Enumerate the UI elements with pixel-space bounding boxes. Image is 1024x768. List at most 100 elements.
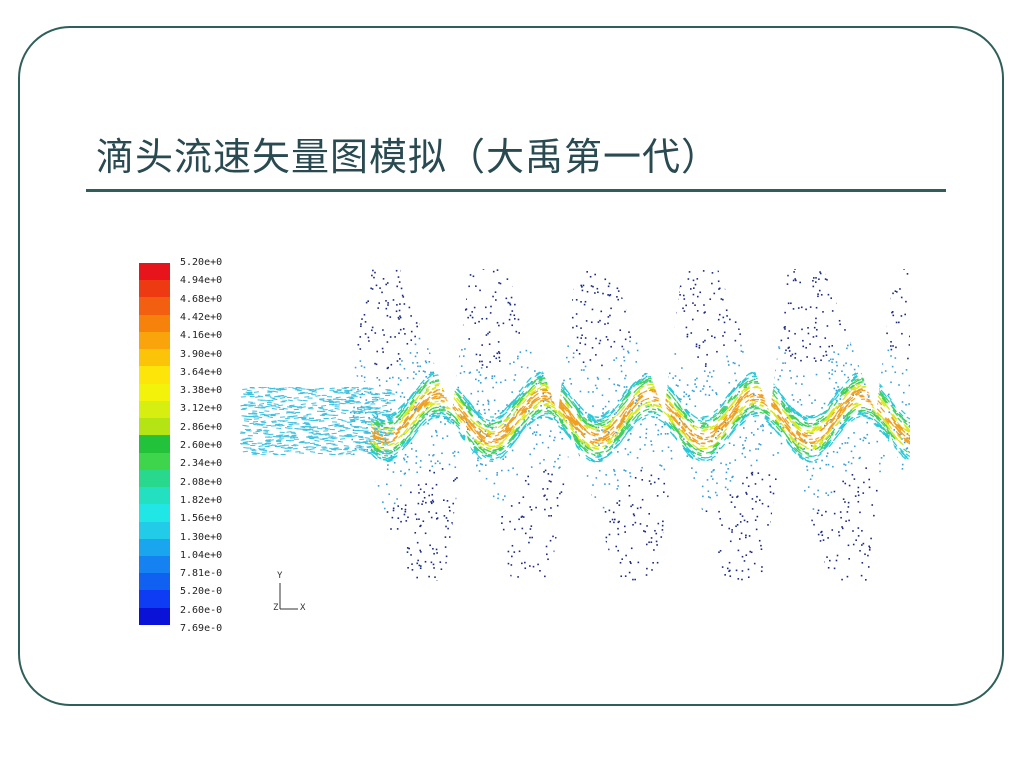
eddy-vector <box>592 391 594 393</box>
inlet-vector <box>264 442 270 445</box>
eddy-vector <box>846 511 849 513</box>
eddy-vector <box>727 468 729 470</box>
eddy-vector <box>683 310 686 312</box>
eddy-vector <box>674 521 677 523</box>
eddy-vector <box>580 327 582 329</box>
core-vector <box>471 423 477 429</box>
eddy-vector <box>458 573 461 576</box>
core-vector <box>588 448 594 452</box>
eddy-vector <box>558 347 560 350</box>
core-vector <box>850 397 856 402</box>
eddy-vector <box>422 382 425 385</box>
eddy-vector <box>370 473 372 476</box>
eddy-vector <box>389 559 391 562</box>
eddy-vector <box>514 303 516 306</box>
eddy-vector <box>591 523 594 526</box>
eddy-vector <box>413 279 416 282</box>
eddy-vector <box>875 352 878 355</box>
eddy-vector <box>399 395 402 398</box>
eddy-vector <box>500 381 502 384</box>
core-vector <box>845 399 850 405</box>
eddy-vector <box>868 478 871 481</box>
eddy-vector <box>385 307 388 310</box>
eddy-vector <box>827 566 830 569</box>
eddy-vector <box>894 290 897 292</box>
core-vector <box>851 386 857 391</box>
inlet-vector <box>358 448 364 451</box>
core-vector <box>685 408 691 414</box>
eddy-vector <box>837 386 839 388</box>
eddy-vector <box>857 527 860 529</box>
eddy-vector <box>540 417 542 419</box>
eddy-vector <box>616 488 619 490</box>
eddy-vector <box>627 350 629 353</box>
eddy-vector <box>430 501 432 503</box>
core-vector <box>785 402 791 408</box>
eddy-vector <box>628 292 630 295</box>
eddy-vector <box>745 536 747 539</box>
core-vector <box>653 374 659 377</box>
core-vector <box>787 414 793 420</box>
core-vector <box>435 397 440 400</box>
eddy-vector <box>411 569 414 571</box>
eddy-vector <box>773 386 776 389</box>
core-vector <box>520 397 526 404</box>
eddy-vector <box>868 486 871 489</box>
eddy-vector <box>509 303 512 306</box>
eddy-vector <box>404 472 407 475</box>
core-vector <box>537 375 543 379</box>
eddy-vector <box>607 582 609 584</box>
eddy-vector <box>794 332 796 335</box>
eddy-vector <box>511 449 514 452</box>
eddy-vector <box>506 404 508 406</box>
eddy-vector <box>738 538 741 540</box>
eddy-vector <box>452 403 454 406</box>
eddy-vector <box>487 332 489 335</box>
core-vector <box>452 388 458 394</box>
core-vector <box>830 398 836 404</box>
core-vector <box>839 406 845 412</box>
eddy-vector <box>815 317 817 320</box>
inlet-vector <box>365 442 371 445</box>
core-vector <box>545 402 550 405</box>
eddy-vector <box>550 514 553 517</box>
eddy-vector <box>505 297 508 300</box>
eddy-vector <box>801 328 803 331</box>
eddy-vector <box>551 356 553 358</box>
eddy-vector <box>624 531 627 533</box>
eddy-vector <box>354 512 357 515</box>
inlet-vector <box>277 395 283 397</box>
eddy-vector <box>791 394 794 396</box>
eddy-vector <box>688 394 691 397</box>
eddy-vector <box>575 585 577 587</box>
eddy-vector <box>720 462 722 465</box>
core-vector <box>610 409 616 415</box>
eddy-vector <box>527 483 530 486</box>
eddy-vector <box>747 576 750 579</box>
eddy-vector <box>495 381 498 384</box>
core-vector <box>882 418 888 425</box>
inlet-vector <box>377 433 383 436</box>
core-vector <box>818 440 824 445</box>
eddy-vector <box>492 556 495 559</box>
core-vector <box>518 428 524 434</box>
eddy-vector <box>521 515 524 518</box>
eddy-vector <box>627 439 629 442</box>
eddy-vector <box>577 505 580 508</box>
inlet-vector <box>310 393 317 396</box>
core-vector <box>530 415 536 420</box>
eddy-vector <box>477 400 480 403</box>
eddy-vector <box>613 518 616 521</box>
eddy-vector <box>800 497 803 499</box>
eddy-vector <box>821 407 823 409</box>
eddy-vector <box>462 566 464 569</box>
eddy-vector <box>435 483 438 486</box>
eddy-vector <box>629 451 632 454</box>
eddy-vector <box>625 293 627 296</box>
eddy-vector <box>761 381 763 384</box>
eddy-vector <box>581 334 583 337</box>
eddy-vector <box>411 448 413 450</box>
eddy-vector <box>756 362 758 364</box>
core-vector <box>871 405 877 410</box>
eddy-vector <box>639 324 642 327</box>
